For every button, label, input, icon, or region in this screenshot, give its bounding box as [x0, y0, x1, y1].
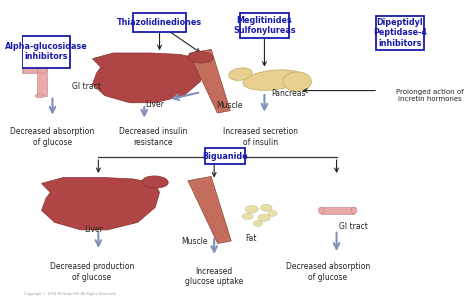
FancyBboxPatch shape [133, 13, 186, 32]
Ellipse shape [142, 176, 168, 188]
Ellipse shape [188, 51, 213, 63]
Ellipse shape [36, 94, 45, 98]
Ellipse shape [242, 213, 253, 219]
Ellipse shape [243, 70, 303, 90]
Text: Meglitinides
Sulfonylureas: Meglitinides Sulfonylureas [233, 16, 296, 35]
Text: Dipeptidyl
Peptidase-4
inhibitors: Dipeptidyl Peptidase-4 inhibitors [373, 18, 427, 48]
Text: Liver: Liver [146, 100, 164, 109]
Ellipse shape [283, 72, 311, 91]
Polygon shape [37, 67, 46, 96]
Text: Decreased absorption
of glucose: Decreased absorption of glucose [10, 127, 95, 147]
Text: Increased secretion
of insulin: Increased secretion of insulin [223, 127, 298, 147]
Ellipse shape [229, 68, 252, 80]
Text: Thiazolidinediones: Thiazolidinediones [117, 18, 202, 27]
Text: Decreased absorption
of glucose: Decreased absorption of glucose [286, 262, 370, 281]
Text: Muscle: Muscle [181, 237, 208, 247]
Polygon shape [188, 176, 231, 244]
Text: Fat: Fat [246, 234, 257, 244]
Text: Prolonged action of
incretin hormones: Prolonged action of incretin hormones [396, 88, 463, 101]
Polygon shape [21, 67, 46, 73]
Text: Pancreas: Pancreas [271, 89, 306, 98]
Text: GI tract: GI tract [339, 222, 368, 231]
Polygon shape [92, 53, 205, 103]
FancyBboxPatch shape [22, 36, 70, 67]
Ellipse shape [37, 67, 46, 73]
Ellipse shape [261, 204, 272, 211]
Polygon shape [189, 49, 230, 113]
Ellipse shape [258, 214, 271, 221]
Text: Increased
glucose uptake: Increased glucose uptake [185, 267, 243, 286]
Polygon shape [321, 207, 354, 214]
Text: Muscle: Muscle [216, 101, 243, 110]
Text: Biguanide: Biguanide [202, 152, 248, 161]
Text: Decreased insulin
resistance: Decreased insulin resistance [119, 127, 187, 147]
Text: Copyright © 2018 McGraw-Hill. All Rights Reserved.: Copyright © 2018 McGraw-Hill. All Rights… [24, 292, 117, 296]
Ellipse shape [18, 67, 24, 73]
Ellipse shape [319, 207, 324, 214]
Ellipse shape [268, 211, 277, 216]
Text: Decreased production
of glucose: Decreased production of glucose [50, 262, 134, 281]
Ellipse shape [245, 206, 258, 213]
Ellipse shape [254, 221, 263, 226]
Polygon shape [42, 178, 160, 230]
Text: GI tract: GI tract [72, 82, 101, 91]
FancyBboxPatch shape [240, 13, 289, 38]
Text: Liver: Liver [84, 225, 103, 234]
Ellipse shape [351, 207, 357, 214]
FancyBboxPatch shape [376, 16, 424, 50]
FancyBboxPatch shape [205, 148, 245, 164]
Text: Alpha-glucosidase
inhibitors: Alpha-glucosidase inhibitors [5, 42, 87, 61]
